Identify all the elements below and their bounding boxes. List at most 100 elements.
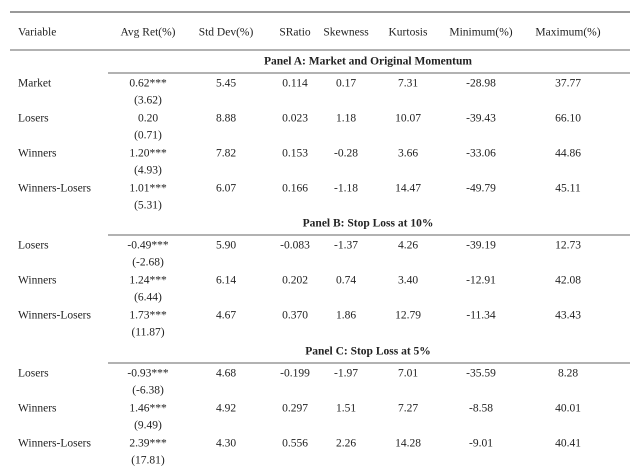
- cell-std-dev: 4.92: [216, 403, 236, 415]
- cell-maximum: 42.08: [555, 275, 581, 287]
- cell-t-stat: (-2.68): [132, 257, 164, 269]
- cell-minimum: -39.43: [466, 113, 496, 125]
- column-header: Std Dev(%): [199, 27, 254, 39]
- cell-kurtosis: 12.79: [395, 310, 421, 322]
- cell-skewness: 0.17: [336, 78, 356, 90]
- cell-minimum: -39.19: [466, 240, 496, 252]
- cell-variable: Winners: [18, 275, 57, 287]
- cell-avg-ret: 0.62***: [129, 78, 167, 90]
- panel-title: Panel A: Market and Original Momentum: [264, 56, 472, 68]
- cell-std-dev: 8.88: [216, 113, 236, 125]
- cell-sratio: 0.023: [282, 113, 308, 125]
- cell-maximum: 40.01: [555, 403, 581, 415]
- cell-sratio: 0.202: [282, 275, 308, 287]
- cell-variable: Losers: [18, 113, 49, 125]
- cell-t-stat: (11.87): [131, 327, 164, 339]
- cell-avg-ret: 1.46***: [129, 403, 167, 415]
- cell-variable: Winners: [18, 148, 57, 160]
- cell-maximum: 37.77: [555, 78, 581, 90]
- cell-maximum: 66.10: [555, 113, 581, 125]
- cell-std-dev: 5.90: [216, 240, 236, 252]
- cell-skewness: 1.18: [336, 113, 356, 125]
- cell-avg-ret: 1.24***: [129, 275, 167, 287]
- cell-maximum: 12.73: [555, 240, 581, 252]
- cell-minimum: -33.06: [466, 148, 496, 160]
- cell-sratio: -0.199: [280, 368, 310, 380]
- cell-skewness: 1.86: [336, 310, 356, 322]
- column-header: Maximum(%): [535, 27, 600, 39]
- column-header: Minimum(%): [449, 27, 512, 39]
- cell-sratio: 0.166: [282, 183, 308, 195]
- cell-kurtosis: 14.28: [395, 438, 421, 450]
- cell-t-stat: (6.44): [134, 292, 162, 304]
- panel-title: Panel C: Stop Loss at 5%: [305, 346, 431, 358]
- cell-t-stat: (17.81): [131, 455, 165, 467]
- cell-variable: Winners: [18, 403, 57, 415]
- panel-title: Panel B: Stop Loss at 10%: [303, 218, 434, 230]
- cell-kurtosis: 4.26: [398, 240, 418, 252]
- column-header: SRatio: [279, 27, 311, 39]
- cell-skewness: 0.74: [336, 275, 356, 287]
- cell-minimum: -11.34: [466, 310, 496, 322]
- cell-skewness: 2.26: [336, 438, 356, 450]
- cell-minimum: -35.59: [466, 368, 496, 380]
- cell-sratio: 0.297: [282, 403, 308, 415]
- cell-std-dev: 4.67: [216, 310, 236, 322]
- cell-avg-ret: 0.20: [138, 113, 158, 125]
- cell-sratio: 0.556: [282, 438, 308, 450]
- cell-t-stat: (5.31): [134, 200, 162, 212]
- cell-kurtosis: 14.47: [395, 183, 421, 195]
- cell-maximum: 40.41: [555, 438, 581, 450]
- cell-kurtosis: 7.27: [398, 403, 418, 415]
- cell-minimum: -12.91: [466, 275, 496, 287]
- cell-skewness: 1.51: [336, 403, 356, 415]
- cell-skewness: -1.18: [334, 183, 358, 195]
- cell-skewness: -0.28: [334, 148, 358, 160]
- column-header: Skewness: [323, 27, 369, 39]
- cell-variable: Losers: [18, 240, 49, 252]
- cell-variable: Losers: [18, 368, 49, 380]
- column-header: Variable: [18, 27, 56, 39]
- cell-std-dev: 7.82: [216, 148, 236, 160]
- cell-t-stat: (9.49): [134, 420, 162, 432]
- cell-avg-ret: -0.49***: [127, 240, 168, 252]
- cell-std-dev: 6.14: [216, 275, 236, 287]
- cell-minimum: -49.79: [466, 183, 496, 195]
- cell-skewness: -1.97: [334, 368, 358, 380]
- column-header: Kurtosis: [389, 27, 429, 39]
- cell-std-dev: 6.07: [216, 183, 236, 195]
- cell-kurtosis: 7.01: [398, 368, 418, 380]
- cell-sratio: 0.153: [282, 148, 308, 160]
- cell-kurtosis: 3.66: [398, 148, 418, 160]
- cell-sratio: 0.370: [282, 310, 308, 322]
- cell-minimum: -9.01: [469, 438, 493, 450]
- cell-maximum: 43.43: [555, 310, 581, 322]
- cell-minimum: -28.98: [466, 78, 496, 90]
- cell-avg-ret: -0.93***: [127, 368, 168, 380]
- cell-minimum: -8.58: [469, 403, 493, 415]
- cell-avg-ret: 2.39***: [129, 438, 167, 450]
- cell-std-dev: 5.45: [216, 78, 236, 90]
- cell-skewness: -1.37: [334, 240, 358, 252]
- cell-avg-ret: 1.73***: [129, 310, 167, 322]
- cell-kurtosis: 3.40: [398, 275, 418, 287]
- column-header: Avg Ret(%): [120, 27, 175, 39]
- cell-variable: Winners-Losers: [18, 438, 92, 450]
- cell-std-dev: 4.68: [216, 368, 236, 380]
- cell-sratio: 0.114: [282, 78, 308, 90]
- cell-variable: Market: [18, 78, 52, 90]
- cell-kurtosis: 7.31: [398, 78, 418, 90]
- cell-t-stat: (0.71): [134, 130, 162, 142]
- cell-variable: Winners-Losers: [18, 183, 92, 195]
- cell-kurtosis: 10.07: [395, 113, 421, 125]
- cell-variable: Winners-Losers: [18, 310, 92, 322]
- cell-t-stat: (4.93): [134, 165, 162, 177]
- cell-std-dev: 4.30: [216, 438, 236, 450]
- cell-sratio: -0.083: [280, 240, 310, 252]
- cell-t-stat: (-6.38): [132, 385, 164, 397]
- cell-maximum: 8.28: [558, 368, 578, 380]
- cell-avg-ret: 1.01***: [129, 183, 167, 195]
- cell-maximum: 44.86: [555, 148, 581, 160]
- cell-maximum: 45.11: [555, 183, 581, 195]
